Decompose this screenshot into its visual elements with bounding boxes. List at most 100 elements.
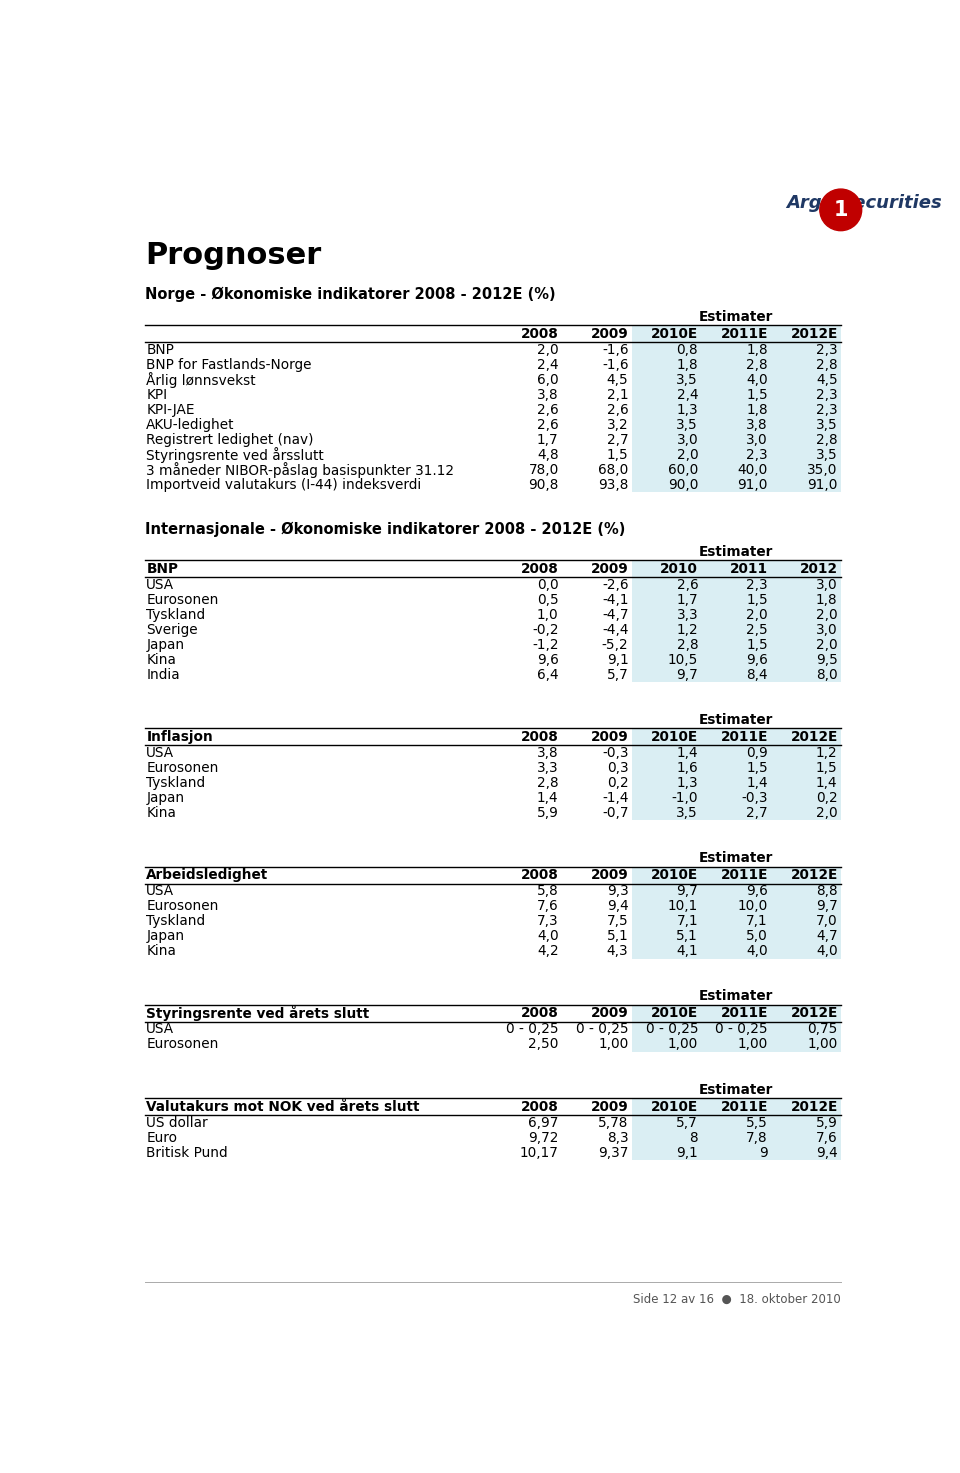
Text: -0,7: -0,7 <box>602 806 629 820</box>
Text: 9,4: 9,4 <box>607 899 629 913</box>
Text: 93,8: 93,8 <box>598 477 629 492</box>
Text: 9: 9 <box>759 1146 768 1159</box>
Text: 2011E: 2011E <box>721 327 768 340</box>
Text: 2,0: 2,0 <box>746 608 768 622</box>
Text: -2,6: -2,6 <box>602 577 629 592</box>
Text: 8,0: 8,0 <box>816 667 838 682</box>
Text: 2012E: 2012E <box>790 868 838 882</box>
Text: 2010: 2010 <box>660 561 698 576</box>
Text: Estimater: Estimater <box>699 545 774 558</box>
Text: KPI-JAE: KPI-JAE <box>146 404 195 417</box>
Text: 2,8: 2,8 <box>816 433 838 446</box>
Text: 4,8: 4,8 <box>537 448 559 463</box>
Text: 2011E: 2011E <box>721 731 768 744</box>
Text: 8,3: 8,3 <box>607 1131 629 1145</box>
Text: 2009: 2009 <box>590 1006 629 1021</box>
Text: 4,0: 4,0 <box>746 373 768 387</box>
Text: Eurosonen: Eurosonen <box>146 762 219 775</box>
Text: BNP: BNP <box>146 343 174 356</box>
Text: 0 - 0,25: 0 - 0,25 <box>645 1022 698 1037</box>
Text: 2,7: 2,7 <box>607 433 629 446</box>
Text: 2012E: 2012E <box>790 1006 838 1021</box>
Text: 3,3: 3,3 <box>677 608 698 622</box>
Text: Side 12 av 16  ●  18. oktober 2010: Side 12 av 16 ● 18. oktober 2010 <box>633 1292 841 1305</box>
Text: USA: USA <box>146 577 175 592</box>
Text: 3,5: 3,5 <box>677 806 698 820</box>
Text: 2010E: 2010E <box>651 1099 698 1114</box>
Text: Estimater: Estimater <box>699 309 774 324</box>
Text: 0,0: 0,0 <box>537 577 559 592</box>
Text: 2,0: 2,0 <box>816 806 838 820</box>
Text: 2010E: 2010E <box>651 327 698 340</box>
Text: Estimater: Estimater <box>699 990 774 1003</box>
Text: 4,0: 4,0 <box>816 944 838 959</box>
Text: 9,37: 9,37 <box>598 1146 629 1159</box>
Text: 2009: 2009 <box>590 868 629 882</box>
Text: 2,0: 2,0 <box>537 343 559 356</box>
Text: 10,0: 10,0 <box>737 899 768 913</box>
Text: 4,0: 4,0 <box>746 944 768 959</box>
Text: Japan: Japan <box>146 791 184 804</box>
Text: 3,2: 3,2 <box>607 418 629 432</box>
Text: 60,0: 60,0 <box>668 463 698 477</box>
Text: Japan: Japan <box>146 929 184 943</box>
Text: Tyskland: Tyskland <box>146 915 205 928</box>
Text: 2011E: 2011E <box>721 1099 768 1114</box>
Bar <box>632 729 841 820</box>
Text: 1,4: 1,4 <box>537 791 559 804</box>
Text: -0,3: -0,3 <box>741 791 768 804</box>
Text: 0,2: 0,2 <box>816 791 838 804</box>
Text: 2008: 2008 <box>520 868 559 882</box>
Bar <box>632 866 841 959</box>
Text: 2,0: 2,0 <box>677 448 698 463</box>
Text: USA: USA <box>146 884 175 899</box>
Text: 1,4: 1,4 <box>677 745 698 760</box>
Text: -0,2: -0,2 <box>532 623 559 636</box>
Text: 5,9: 5,9 <box>537 806 559 820</box>
Text: 0,2: 0,2 <box>607 776 629 790</box>
Text: 3,5: 3,5 <box>677 418 698 432</box>
Text: Prognoser: Prognoser <box>145 240 321 270</box>
Text: 2009: 2009 <box>590 327 629 340</box>
Text: 3,8: 3,8 <box>746 418 768 432</box>
Text: 6,97: 6,97 <box>528 1115 559 1130</box>
Text: 1,3: 1,3 <box>677 404 698 417</box>
Text: Registrert ledighet (nav): Registrert ledighet (nav) <box>146 433 314 446</box>
Text: 5,78: 5,78 <box>598 1115 629 1130</box>
Text: USA: USA <box>146 745 175 760</box>
Text: 4,0: 4,0 <box>537 929 559 943</box>
Text: Kina: Kina <box>146 944 177 959</box>
Text: 7,6: 7,6 <box>816 1131 838 1145</box>
Text: KPI: KPI <box>146 387 167 402</box>
Text: 1,8: 1,8 <box>746 404 768 417</box>
Text: 5,1: 5,1 <box>677 929 698 943</box>
Text: 0,5: 0,5 <box>537 592 559 607</box>
Text: 2009: 2009 <box>590 1099 629 1114</box>
Text: 2008: 2008 <box>520 327 559 340</box>
Text: 6,0: 6,0 <box>537 373 559 387</box>
Text: 1,5: 1,5 <box>746 762 768 775</box>
Text: 10,17: 10,17 <box>519 1146 559 1159</box>
Text: 9,72: 9,72 <box>528 1131 559 1145</box>
Text: -5,2: -5,2 <box>602 638 629 651</box>
Bar <box>632 560 841 682</box>
Text: 2012E: 2012E <box>790 1099 838 1114</box>
Text: Tyskland: Tyskland <box>146 776 205 790</box>
Text: Inflasjon: Inflasjon <box>146 731 213 744</box>
Text: 1,3: 1,3 <box>677 776 698 790</box>
Text: 8,8: 8,8 <box>816 884 838 899</box>
Text: Styringsrente ved årsslutt: Styringsrente ved årsslutt <box>146 446 324 463</box>
Text: USA: USA <box>146 1022 175 1037</box>
Text: 1,00: 1,00 <box>668 1037 698 1052</box>
Text: 1,2: 1,2 <box>677 623 698 636</box>
Text: Kina: Kina <box>146 806 177 820</box>
Text: Estimater: Estimater <box>699 1083 774 1096</box>
Text: -4,4: -4,4 <box>602 623 629 636</box>
Text: -1,6: -1,6 <box>602 343 629 356</box>
Text: Eurosonen: Eurosonen <box>146 1037 219 1052</box>
Text: Estimater: Estimater <box>699 851 774 865</box>
Text: 3,5: 3,5 <box>816 418 838 432</box>
Text: Internasjonale - Økonomiske indikatorer 2008 - 2012E (%): Internasjonale - Økonomiske indikatorer … <box>145 521 625 538</box>
Text: 3,3: 3,3 <box>537 762 559 775</box>
Text: 1,4: 1,4 <box>746 776 768 790</box>
